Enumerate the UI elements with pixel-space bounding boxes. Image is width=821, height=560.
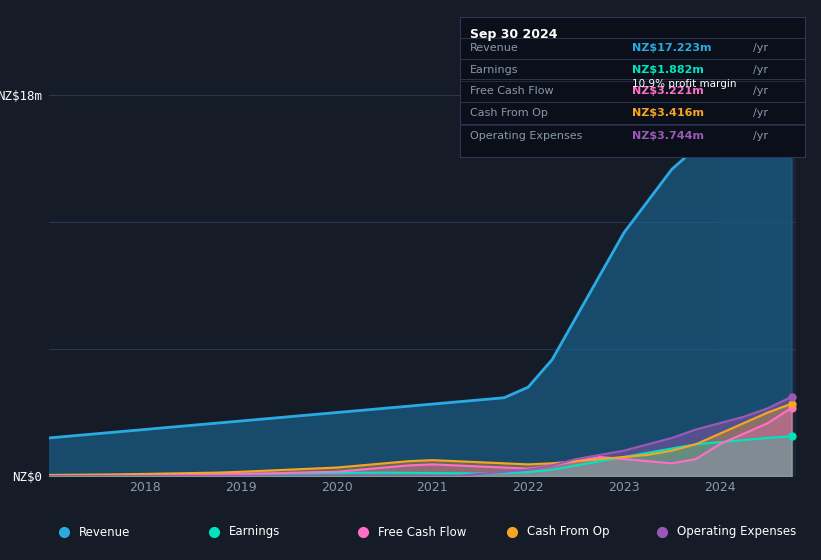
Text: Operating Expenses: Operating Expenses	[470, 131, 582, 141]
Text: Free Cash Flow: Free Cash Flow	[470, 86, 553, 96]
Text: Earnings: Earnings	[228, 525, 280, 539]
Text: NZ$3.744m: NZ$3.744m	[632, 131, 704, 141]
Text: Earnings: Earnings	[470, 65, 519, 75]
Text: Cash From Op: Cash From Op	[527, 525, 610, 539]
Text: NZ$3.416m: NZ$3.416m	[632, 109, 704, 118]
Bar	[720, 95, 801, 476]
Text: NZ$3.221m: NZ$3.221m	[632, 86, 704, 96]
Text: NZ$1.882m: NZ$1.882m	[632, 65, 704, 75]
Text: /yr: /yr	[753, 43, 768, 53]
Text: /yr: /yr	[753, 86, 768, 96]
Text: Operating Expenses: Operating Expenses	[677, 525, 796, 539]
Text: 10.9% profit margin: 10.9% profit margin	[632, 79, 736, 89]
Text: /yr: /yr	[753, 65, 768, 75]
Text: NZ$17.223m: NZ$17.223m	[632, 43, 712, 53]
Text: /yr: /yr	[753, 131, 768, 141]
Text: Cash From Op: Cash From Op	[470, 109, 548, 118]
Text: /yr: /yr	[753, 109, 768, 118]
Text: Free Cash Flow: Free Cash Flow	[378, 525, 466, 539]
Text: Revenue: Revenue	[470, 43, 519, 53]
Text: Revenue: Revenue	[79, 525, 131, 539]
Text: Sep 30 2024: Sep 30 2024	[470, 28, 557, 41]
